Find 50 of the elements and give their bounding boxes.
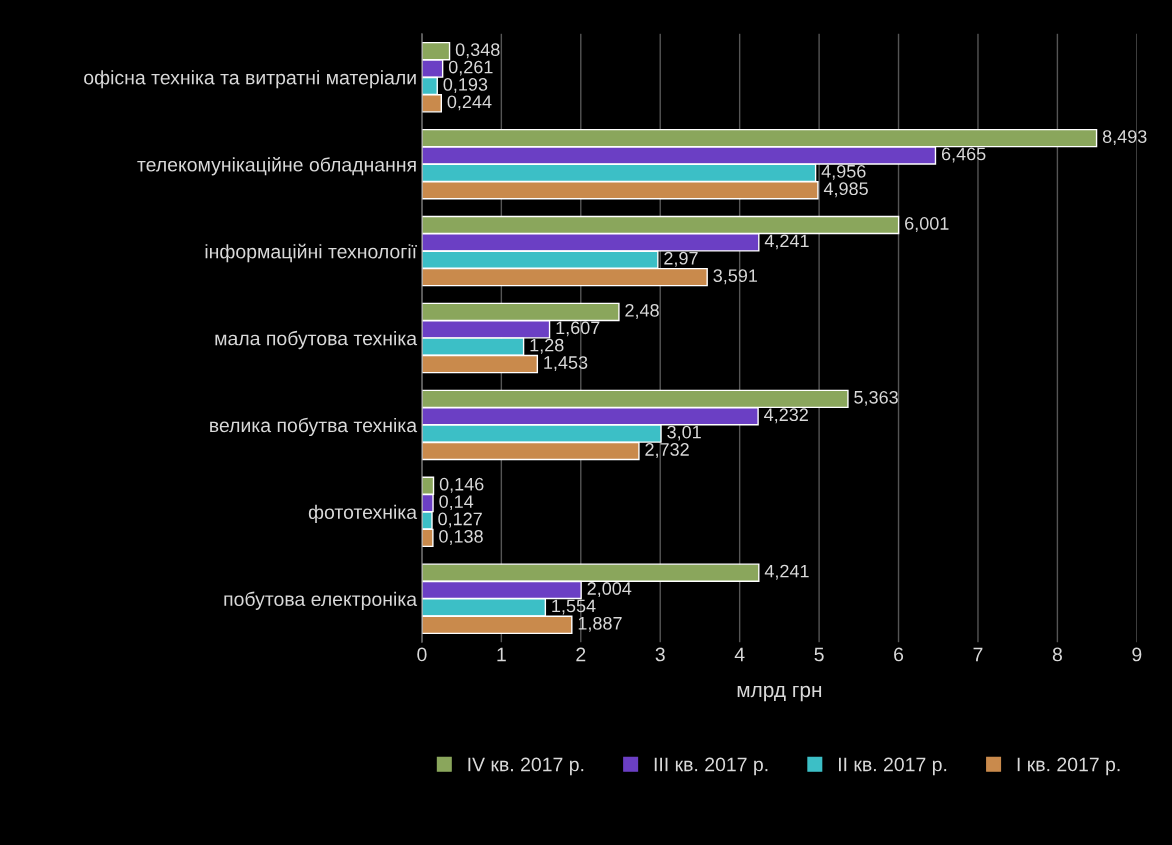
data-label: 4,241 — [764, 564, 809, 580]
data-label: 1,887 — [578, 616, 622, 632]
x-tick-label: 4 — [734, 647, 745, 662]
data-label: 2,732 — [645, 443, 689, 458]
data-label: 3,01 — [667, 425, 701, 441]
data-label: 0,14 — [439, 495, 474, 511]
legend-label: III кв. 2017 р. — [654, 757, 768, 776]
data-label: 6,465 — [941, 147, 986, 163]
x-tick-label: 3 — [655, 647, 665, 662]
data-label: 5,363 — [854, 390, 898, 406]
data-label: 2,48 — [625, 303, 659, 319]
data-label: 2,004 — [587, 582, 632, 598]
x-tick-label: 8 — [1052, 647, 1062, 662]
data-label: 1,28 — [530, 338, 564, 354]
y-tick-label: мала побутова техніка — [215, 330, 418, 350]
data-label: 4,241 — [764, 234, 809, 250]
data-label: 0,244 — [447, 95, 492, 111]
data-label: 2,97 — [664, 251, 698, 267]
x-tick-label: 6 — [894, 647, 904, 662]
y-tick-label: інформаційні технології — [205, 243, 417, 263]
data-label: 1,607 — [556, 321, 600, 337]
y-tick-label: телекомунікаційне обладнання — [137, 156, 416, 176]
data-label: 4,985 — [823, 182, 868, 198]
data-label: 0,127 — [438, 512, 482, 528]
legend-label: I кв. 2017 р. — [1017, 757, 1120, 776]
legend-label: II кв. 2017 р. — [838, 757, 947, 776]
y-tick-label: офісна техніка та витратні матеріали — [84, 70, 416, 89]
data-label: 4,232 — [764, 408, 808, 424]
data-label: 0,348 — [455, 43, 500, 59]
data-label: 0,138 — [439, 529, 483, 545]
data-label: 0,193 — [443, 78, 488, 93]
x-tick-label: 7 — [973, 647, 983, 662]
x-tick-label: 2 — [576, 647, 586, 662]
x-axis-title: млрд грн — [737, 685, 822, 702]
data-label: 3,591 — [713, 269, 758, 285]
data-label: 6,001 — [905, 217, 949, 232]
data-label: 0,261 — [448, 60, 493, 76]
legend-label: IV кв. 2017 р. — [468, 757, 584, 776]
y-tick-label: побутова електроніка — [224, 591, 418, 610]
y-tick-label: велика побутва техніка — [210, 417, 418, 437]
x-tick-label: 5 — [814, 647, 824, 662]
y-tick-label: фототехніка — [308, 504, 418, 523]
x-tick-label: 1 — [497, 647, 506, 662]
data-label: 4,956 — [821, 164, 866, 180]
data-label: 1,453 — [544, 356, 588, 372]
data-label: 0,146 — [439, 477, 484, 493]
x-tick-label: 0 — [417, 647, 427, 662]
x-tick-label: 9 — [1132, 647, 1142, 662]
data-label: 8,493 — [1102, 130, 1147, 146]
data-label: 1,554 — [552, 599, 596, 615]
